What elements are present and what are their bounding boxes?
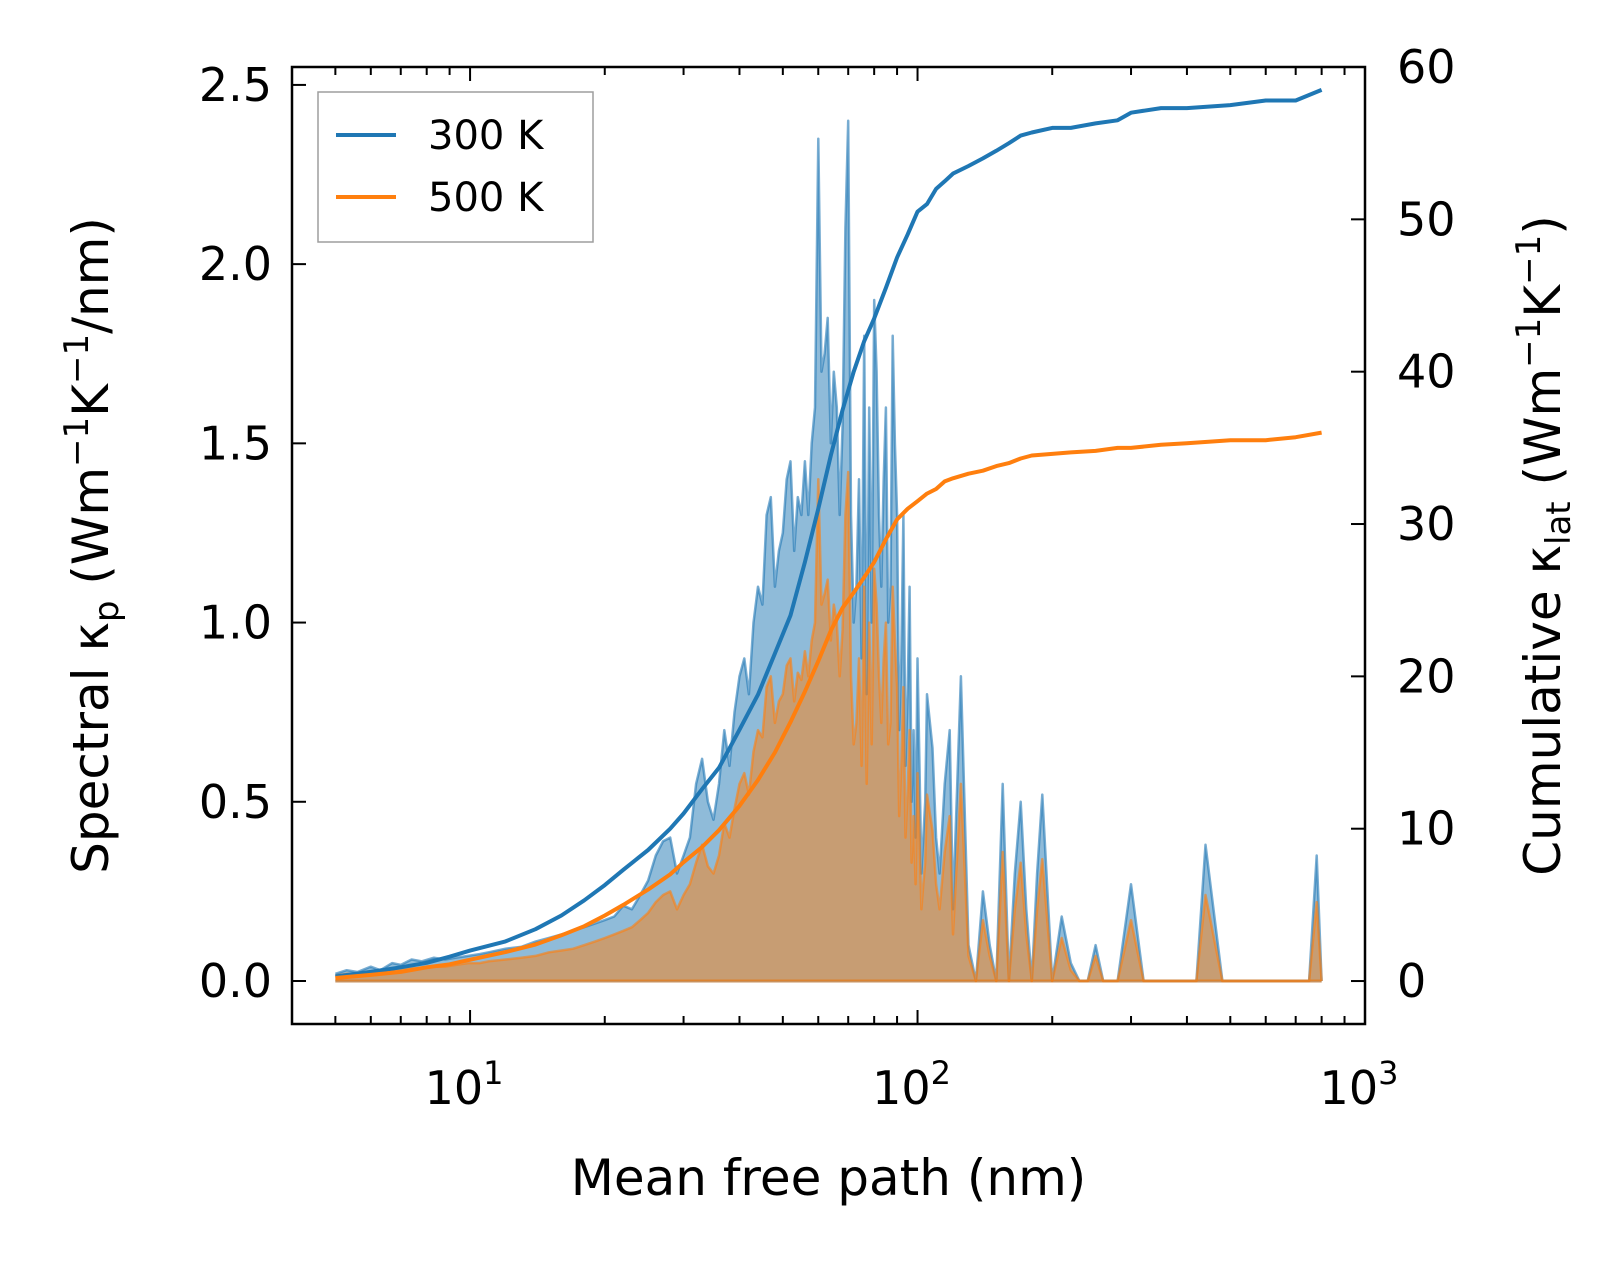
y-tick-label: 1.5 bbox=[199, 416, 272, 470]
spectral-fills bbox=[335, 119, 1323, 983]
spectral-line-500k bbox=[335, 470, 1323, 983]
y-axis-label-sub: p bbox=[87, 600, 127, 622]
y2-axis-label-sub: lat bbox=[1539, 501, 1579, 545]
y2-tick-label: 20 bbox=[1397, 649, 1456, 703]
y2-axis-label: Cumulative κlat (Wm−1K−1) bbox=[1509, 215, 1579, 875]
legend-label-500k: 500 K bbox=[428, 175, 545, 221]
y2-tick-label: 10 bbox=[1397, 802, 1456, 856]
y-axis-label-base: Spectral κ bbox=[62, 622, 120, 874]
legend: 300 K 500 K bbox=[317, 91, 594, 243]
y2-tick-label: 0 bbox=[1397, 954, 1426, 1008]
y2-tick-label: 60 bbox=[1397, 40, 1456, 94]
y2-tick-label: 50 bbox=[1397, 192, 1456, 246]
y-axis-label: Spectral κp (Wm−1K−1/nm) bbox=[57, 217, 127, 874]
y-tick-label: 2.0 bbox=[199, 237, 272, 291]
cumulative-line-300k bbox=[335, 88, 1323, 979]
cumulative-line-500k bbox=[335, 430, 1322, 980]
y-tick-label: 2.5 bbox=[199, 58, 272, 112]
y-tick-label: 1.0 bbox=[199, 596, 272, 650]
x-tick-label: 103 bbox=[1320, 1054, 1399, 1115]
spectral-fill-300k bbox=[335, 120, 1322, 982]
y2-axis-label-sup1: −1 bbox=[1509, 318, 1549, 368]
y2-axis-label-sup2: −1 bbox=[1509, 235, 1549, 285]
y2-axis-label-units-close: ) bbox=[1514, 215, 1572, 235]
spectral-fill-500k bbox=[335, 472, 1322, 981]
y-axis-label-sup1: −1 bbox=[57, 417, 97, 467]
y-axis-label-mid: K bbox=[62, 383, 120, 417]
plot-frame bbox=[290, 65, 1367, 1026]
x-axis-label: Mean free path (nm) bbox=[571, 1149, 1087, 1207]
y2-tick-label: 40 bbox=[1397, 345, 1456, 399]
y-axis-label-units-open: (Wm bbox=[62, 467, 120, 601]
x-tick-label: 102 bbox=[872, 1054, 951, 1115]
y2-axis-label-base: Cumulative κ bbox=[1514, 545, 1572, 876]
y-axis-label-sup2: −1 bbox=[57, 334, 97, 384]
y-tick-label: 0.0 bbox=[199, 954, 272, 1008]
y2-tick-label: 30 bbox=[1397, 497, 1456, 551]
y2-axis-label-units-open: (Wm bbox=[1514, 368, 1572, 502]
ticks: 101 102 103 0.0 0.5 1.0 1.5 2.0 2.5 0 10 20 30 40 50 60 bbox=[199, 40, 1456, 1115]
legend-box bbox=[317, 91, 594, 243]
legend-label-300k: 300 K bbox=[428, 113, 545, 159]
y2-axis-label-mid: K bbox=[1514, 284, 1572, 318]
y-tick-label: 0.5 bbox=[199, 775, 272, 829]
x-tick-label: 101 bbox=[425, 1054, 504, 1115]
y-axis-label-units-close: /nm) bbox=[62, 217, 120, 334]
cumulative-lines bbox=[335, 88, 1323, 980]
